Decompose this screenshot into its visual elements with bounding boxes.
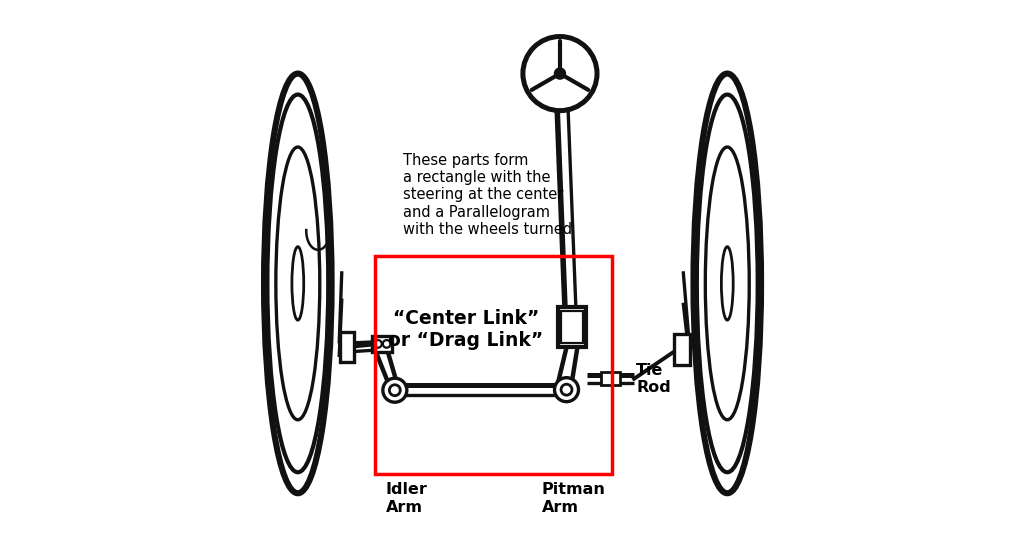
Circle shape — [561, 384, 572, 395]
Bar — [558, 306, 586, 348]
Text: Idler
Arm: Idler Arm — [386, 482, 427, 514]
Bar — [601, 372, 621, 385]
Bar — [373, 336, 392, 352]
Bar — [675, 334, 690, 365]
Text: These parts form
a rectangle with the
steering at the center
and a Parallelogram: These parts form a rectangle with the st… — [403, 153, 572, 237]
Circle shape — [383, 378, 407, 402]
Circle shape — [555, 69, 565, 78]
Text: Tie
Rod: Tie Rod — [636, 362, 671, 395]
Bar — [375, 256, 611, 474]
Circle shape — [383, 340, 390, 348]
Bar — [340, 332, 354, 362]
Bar — [561, 311, 583, 343]
Text: “Center Link”
or “Drag Link”: “Center Link” or “Drag Link” — [388, 309, 544, 350]
Circle shape — [555, 378, 579, 402]
Circle shape — [389, 385, 400, 396]
Circle shape — [374, 340, 382, 348]
Text: Pitman
Arm: Pitman Arm — [542, 482, 606, 514]
